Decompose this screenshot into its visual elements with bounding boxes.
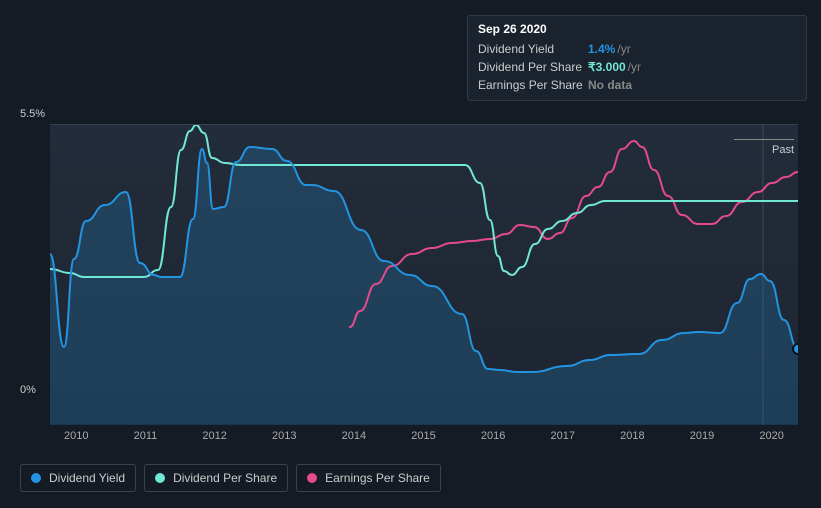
tooltip-unit: /yr [628, 60, 641, 74]
legend-swatch [307, 473, 317, 483]
plot-area[interactable]: Past [50, 124, 798, 424]
legend-label: Dividend Yield [49, 471, 125, 485]
x-axis-tick: 2012 [202, 430, 226, 442]
x-axis: 2010 2011 2012 2013 2014 2015 2016 2017 2018 2019… [50, 430, 798, 442]
x-axis-tick: 2014 [342, 430, 366, 442]
tooltip-value: 1.4% [588, 42, 615, 56]
x-axis-tick: 2010 [64, 430, 88, 442]
y-axis-bottom-label: 0% [20, 384, 36, 396]
chart-svg [50, 125, 798, 425]
tooltip-row: Dividend Per Share₹3.000/yr [478, 58, 796, 76]
legend-swatch [31, 473, 41, 483]
tooltip-value: ₹3.000 [588, 60, 626, 74]
x-axis-tick: 2017 [551, 430, 575, 442]
tooltip-value: No data [588, 78, 632, 92]
tooltip-date: Sep 26 2020 [478, 22, 796, 36]
x-axis-tick: 2019 [690, 430, 714, 442]
legend-item[interactable]: Earnings Per Share [296, 464, 441, 492]
tooltip-row: Dividend Yield1.4%/yr [478, 40, 796, 58]
legend-swatch [155, 473, 165, 483]
legend-label: Earnings Per Share [325, 471, 430, 485]
x-axis-tick: 2013 [272, 430, 296, 442]
legend-item[interactable]: Dividend Yield [20, 464, 136, 492]
tooltip-unit: /yr [617, 42, 630, 56]
x-axis-tick: 2015 [411, 430, 435, 442]
tooltip-row: Earnings Per ShareNo data [478, 76, 796, 94]
past-marker: Past [734, 139, 794, 156]
x-axis-tick: 2018 [620, 430, 644, 442]
tooltip-box: Sep 26 2020 Dividend Yield1.4%/yrDividen… [467, 15, 807, 101]
tooltip-label: Earnings Per Share [478, 78, 588, 92]
x-axis-tick: 2020 [759, 430, 783, 442]
x-axis-tick: 2016 [481, 430, 505, 442]
past-label: Past [772, 144, 794, 156]
legend-label: Dividend Per Share [173, 471, 277, 485]
tooltip-label: Dividend Yield [478, 42, 588, 56]
tooltip-label: Dividend Per Share [478, 60, 588, 74]
y-axis-top-label: 5.5% [20, 108, 45, 120]
legend: Dividend Yield Dividend Per Share Earnings… [20, 464, 441, 492]
x-axis-tick: 2011 [134, 430, 158, 442]
legend-item[interactable]: Dividend Per Share [144, 464, 288, 492]
